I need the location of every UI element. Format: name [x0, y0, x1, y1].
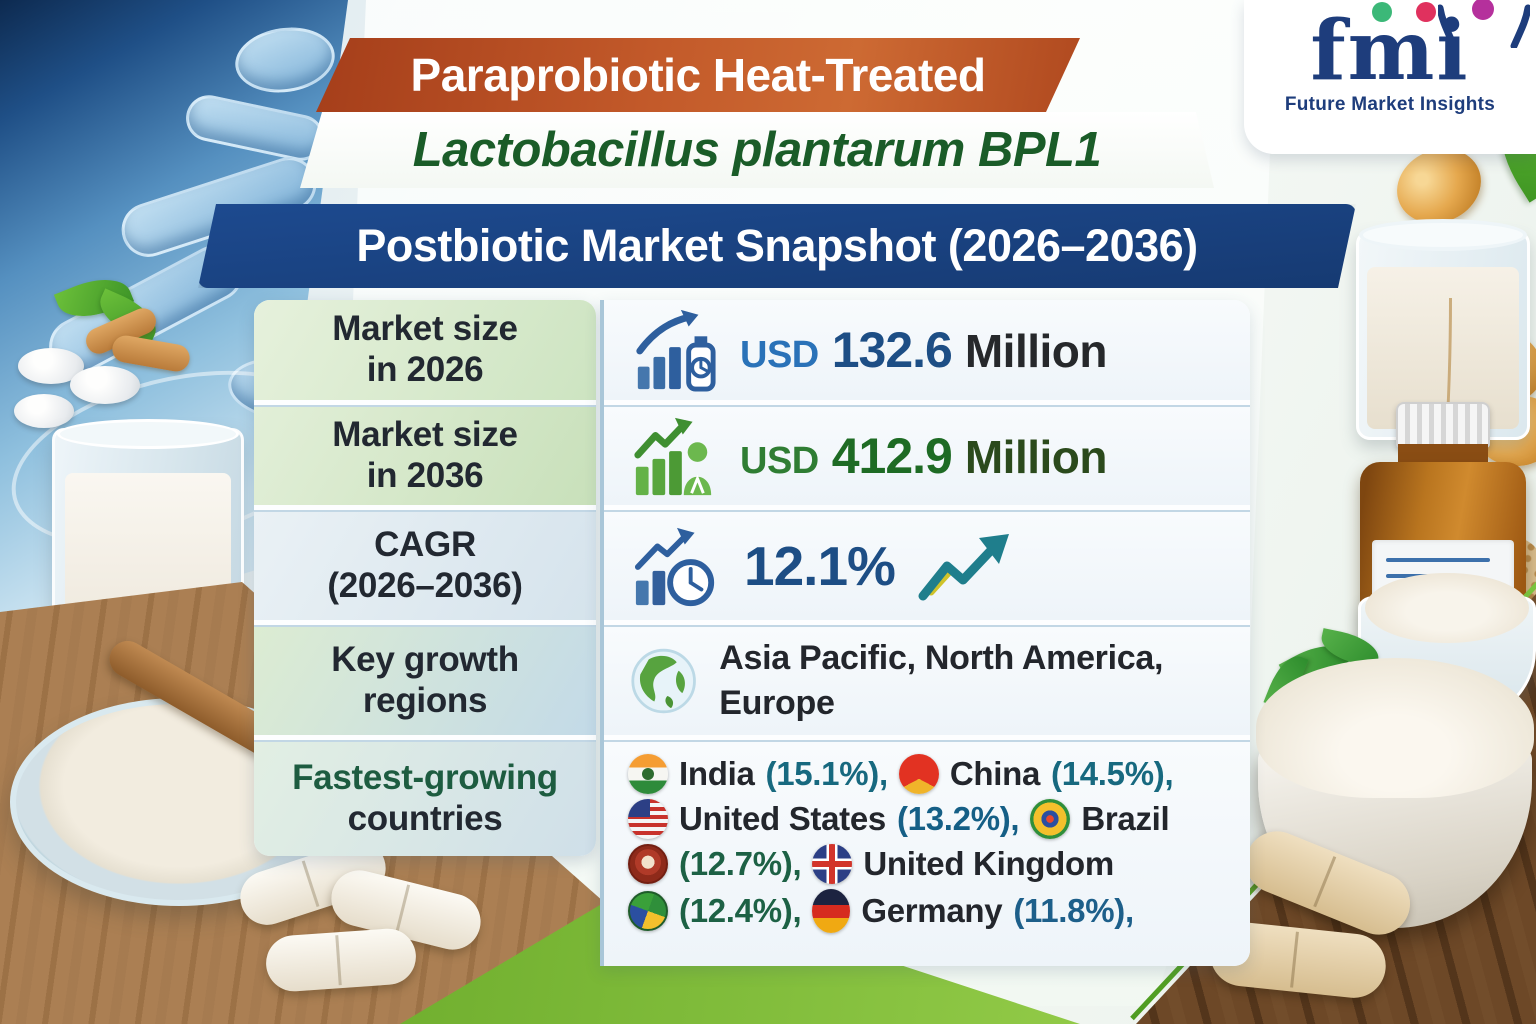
label-text: Key growth — [331, 640, 519, 680]
countries-line-3: (12.7%), United Kingdom — [628, 844, 1114, 884]
value-market-size-2036: USD 412.9 Million — [604, 405, 1250, 505]
amount: 412.9 — [831, 428, 953, 484]
label-market-size-2026: Market size in 2026 — [254, 300, 596, 400]
unit: Million — [964, 431, 1108, 483]
subtitle-banner: Lactobacillus plantarum BPL1 — [300, 112, 1214, 188]
countries-line-2: United States (13.2%), Brazil — [628, 799, 1170, 839]
amber-bottle-cap — [1396, 402, 1490, 448]
regions-value: Asia Pacific, North America, Europe — [719, 639, 1164, 722]
united-states-flag-icon — [628, 799, 668, 839]
title-banner: Paraprobiotic Heat-Treated — [316, 38, 1080, 112]
country-name: United Kingdom — [863, 845, 1114, 882]
label-text: regions — [362, 681, 488, 720]
snapshot-banner: Postbiotic Market Snapshot (2026–2036) — [198, 204, 1356, 288]
label-text: in 2036 — [366, 456, 484, 495]
market-2026-value: USD 132.6 Million — [740, 321, 1108, 379]
value-fastest-growing-countries: India (15.1%), China (14.5%), United Sta… — [604, 740, 1250, 966]
red-emblem-flag-icon — [628, 844, 668, 884]
green-dot-icon — [1372, 2, 1393, 22]
green-emblem-flag-icon — [628, 891, 668, 931]
globe-icon — [631, 648, 696, 714]
value-cagr: 12.1% — [604, 510, 1250, 620]
label-text: Market size — [332, 415, 518, 455]
powder-mound — [1365, 573, 1529, 643]
countries-line-1: India (15.1%), China (14.5%), — [628, 754, 1174, 794]
country-pct: (11.8%), — [1013, 892, 1134, 929]
bar-chart-growth-bottle-icon — [636, 309, 716, 392]
country-name: India — [679, 755, 755, 792]
amount: 132.6 — [831, 322, 953, 378]
germany-flag-icon — [812, 889, 851, 933]
brazil-flag-icon — [1030, 799, 1071, 839]
jar-rim — [57, 419, 239, 449]
india-flag-icon — [628, 754, 668, 794]
label-text: (2026–2036) — [327, 566, 523, 605]
cagr-value: 12.1% — [744, 535, 896, 597]
tablet — [70, 366, 140, 404]
fmi-wordmark: fmi — [1310, 0, 1531, 92]
label-cagr: CAGR (2026–2036) — [254, 510, 596, 620]
country-pct: (12.7%), — [679, 845, 802, 882]
label-text: in 2026 — [366, 350, 484, 389]
label-market-size-2036: Market size in 2036 — [254, 405, 596, 505]
value-market-size-2026: USD 132.6 Million — [604, 300, 1250, 400]
powder-mound — [1256, 658, 1534, 798]
country-name: Brazil — [1081, 800, 1170, 837]
value-key-growth-regions: Asia Pacific, North America, Europe — [604, 625, 1250, 735]
market-2036-value: USD 412.9 Million — [740, 427, 1108, 485]
label-text: Market size — [332, 309, 518, 349]
snapshot-table-labels: Market size in 2026 Market size in 2036 … — [254, 300, 596, 856]
tablet — [14, 394, 74, 428]
fmi-logo: fmi Future Market Insights — [1244, 0, 1536, 154]
countries-line-4: (12.4%), Germany (11.8%), — [628, 889, 1134, 933]
snapshot-title: Postbiotic Market Snapshot (2026–2036) — [356, 220, 1198, 271]
china-flag-icon — [898, 754, 939, 794]
title-line1: Paraprobiotic Heat-Treated — [410, 49, 986, 101]
country-pct: (14.5%), — [1051, 755, 1174, 792]
country-name: China — [949, 755, 1041, 792]
label-line — [1386, 558, 1490, 562]
label-key-growth-regions: Key growth regions — [254, 625, 596, 735]
label-text: CAGR — [374, 525, 476, 565]
jar-rim — [1359, 219, 1527, 251]
currency: USD — [740, 334, 819, 376]
magenta-dot-icon — [1472, 0, 1495, 20]
label-text: Fastest-growing — [292, 758, 558, 798]
fmi-tagline: Future Market Insights — [1284, 94, 1496, 115]
country-name: United States — [679, 800, 886, 837]
country-name: Germany — [861, 892, 1003, 929]
snapshot-table-values: USD 132.6 Million USD — [600, 300, 1250, 966]
label-fastest-growing-countries: Fastest-growing countries — [254, 740, 596, 856]
bar-chart-growth-person-icon — [634, 417, 712, 496]
bar-chart-clock-icon — [634, 527, 715, 607]
currency: USD — [740, 440, 819, 482]
united-kingdom-flag-icon — [812, 844, 853, 884]
raised-arms-figure-icon — [1438, 4, 1531, 48]
red-dot-icon — [1416, 2, 1437, 22]
title-line2: Lactobacillus plantarum BPL1 — [412, 123, 1102, 177]
unit: Million — [964, 325, 1108, 377]
label-text: countries — [347, 799, 503, 838]
growth-trend-arrow-icon — [918, 534, 1009, 601]
country-pct: (13.2%), — [896, 800, 1020, 837]
country-pct: (12.4%), — [679, 892, 802, 929]
country-pct: (15.1%), — [765, 755, 889, 792]
